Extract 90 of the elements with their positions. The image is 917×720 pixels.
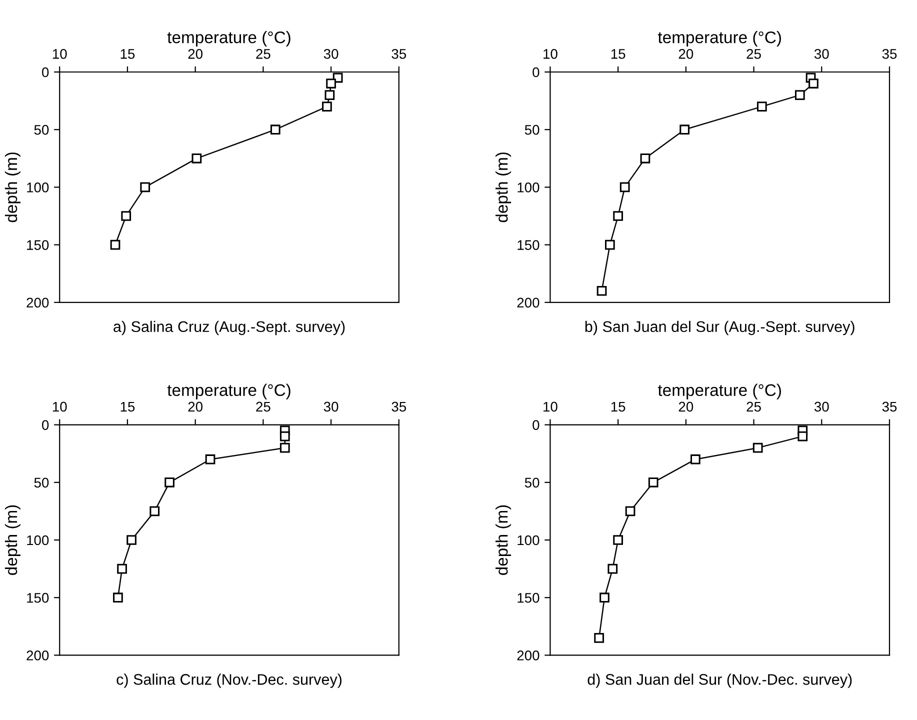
x-tick-label: 35: [882, 402, 897, 412]
x-tick-label: 35: [882, 49, 897, 59]
point: [600, 592, 610, 603]
x-tick-label: 15: [120, 402, 135, 412]
point: [648, 477, 658, 488]
x-tick-label: 15: [120, 49, 135, 59]
point: [121, 211, 132, 221]
y-tick-label: 150: [518, 240, 540, 250]
point: [596, 286, 607, 296]
x-tick-label: 35: [392, 49, 406, 59]
x-axis-title: temperature (°C): [658, 384, 781, 400]
point: [205, 454, 216, 464]
y-tick-label: 50: [34, 478, 49, 488]
point: [620, 182, 630, 192]
y-axis-title: depth (m): [4, 152, 20, 222]
point: [625, 506, 636, 516]
y-tick-label: 100: [518, 535, 540, 546]
text: a) Salina Cruz (Aug.-Sept. survey): [114, 320, 345, 336]
x-tick-label: 20: [188, 402, 203, 412]
x-tick-label: 20: [188, 49, 203, 59]
text: b) San Juan del Sur (Aug.-Sept. survey): [585, 320, 854, 336]
point: [140, 182, 150, 192]
y-tick-label: 0: [532, 67, 540, 78]
y-tick-label: 50: [34, 124, 49, 135]
point: [126, 535, 136, 545]
point: [613, 211, 623, 221]
y-tick-label: 100: [27, 535, 49, 546]
point: [280, 442, 290, 453]
point: [794, 90, 805, 100]
x-tick-label: 15: [611, 49, 626, 59]
point: [192, 153, 202, 164]
point: [324, 90, 335, 100]
x-tick-label: 10: [52, 49, 67, 59]
point: [594, 632, 604, 643]
y-tick-label: 200: [26, 298, 49, 308]
x-tick-label: 15: [611, 402, 626, 412]
point: [280, 431, 290, 442]
point: [640, 153, 650, 164]
point: [113, 592, 123, 603]
y-tick-label: 0: [42, 420, 49, 430]
x-axis-title: temperature (°C): [167, 384, 290, 400]
x-tick-label: 20: [678, 402, 694, 412]
point: [680, 124, 690, 135]
point: [322, 102, 332, 112]
point: [270, 124, 280, 135]
y-tick-label: 200: [26, 650, 49, 660]
point: [604, 240, 615, 250]
y-axis-title: depth (m): [4, 505, 20, 575]
x-tick-label: 25: [256, 402, 270, 412]
point: [798, 431, 808, 442]
x-tick-label: 25: [746, 49, 761, 59]
y-tick-label: 200: [517, 650, 540, 660]
y-tick-label: 200: [517, 298, 540, 308]
y-tick-label: 50: [524, 478, 540, 488]
point: [326, 78, 336, 88]
x-tick-label: 10: [544, 49, 558, 59]
point: [110, 240, 120, 250]
x-tick-label: 35: [392, 402, 406, 412]
point: [117, 564, 127, 574]
point: [690, 454, 700, 464]
x-tick-label: 10: [52, 402, 67, 412]
x-tick-label: 25: [256, 49, 270, 59]
y-tick-label: 100: [518, 182, 540, 192]
point: [164, 477, 174, 488]
point: [608, 564, 618, 574]
y-tick-label: 100: [27, 182, 49, 192]
text: c) Salina Cruz (Nov.-Dec. survey): [116, 674, 342, 688]
y-axis-title: depth (m): [496, 505, 512, 575]
y-tick-label: 150: [518, 592, 540, 603]
x-axis-title: temperature (°C): [167, 31, 290, 47]
x-tick-label: 30: [814, 402, 829, 412]
y-tick-label: 150: [27, 240, 49, 250]
y-tick-label: 150: [27, 592, 49, 603]
point: [808, 78, 818, 88]
x-tick-label: 25: [746, 402, 761, 412]
text: d) San Juan del Sur (Nov.-Dec. survey): [588, 674, 852, 688]
y-tick-label: 0: [532, 420, 540, 430]
point: [613, 535, 623, 545]
x-tick-label: 30: [814, 49, 829, 59]
point: [150, 506, 160, 516]
y-tick-label: 0: [42, 67, 49, 78]
x-axis-title: temperature (°C): [658, 31, 781, 47]
x-tick-label: 30: [324, 402, 338, 412]
y-tick-label: 50: [524, 124, 540, 135]
x-tick-label: 10: [544, 402, 558, 412]
point: [756, 102, 767, 112]
x-tick-label: 20: [678, 49, 694, 59]
x-tick-label: 30: [324, 49, 338, 59]
point: [752, 442, 763, 453]
y-axis-title: depth (m): [496, 152, 512, 222]
